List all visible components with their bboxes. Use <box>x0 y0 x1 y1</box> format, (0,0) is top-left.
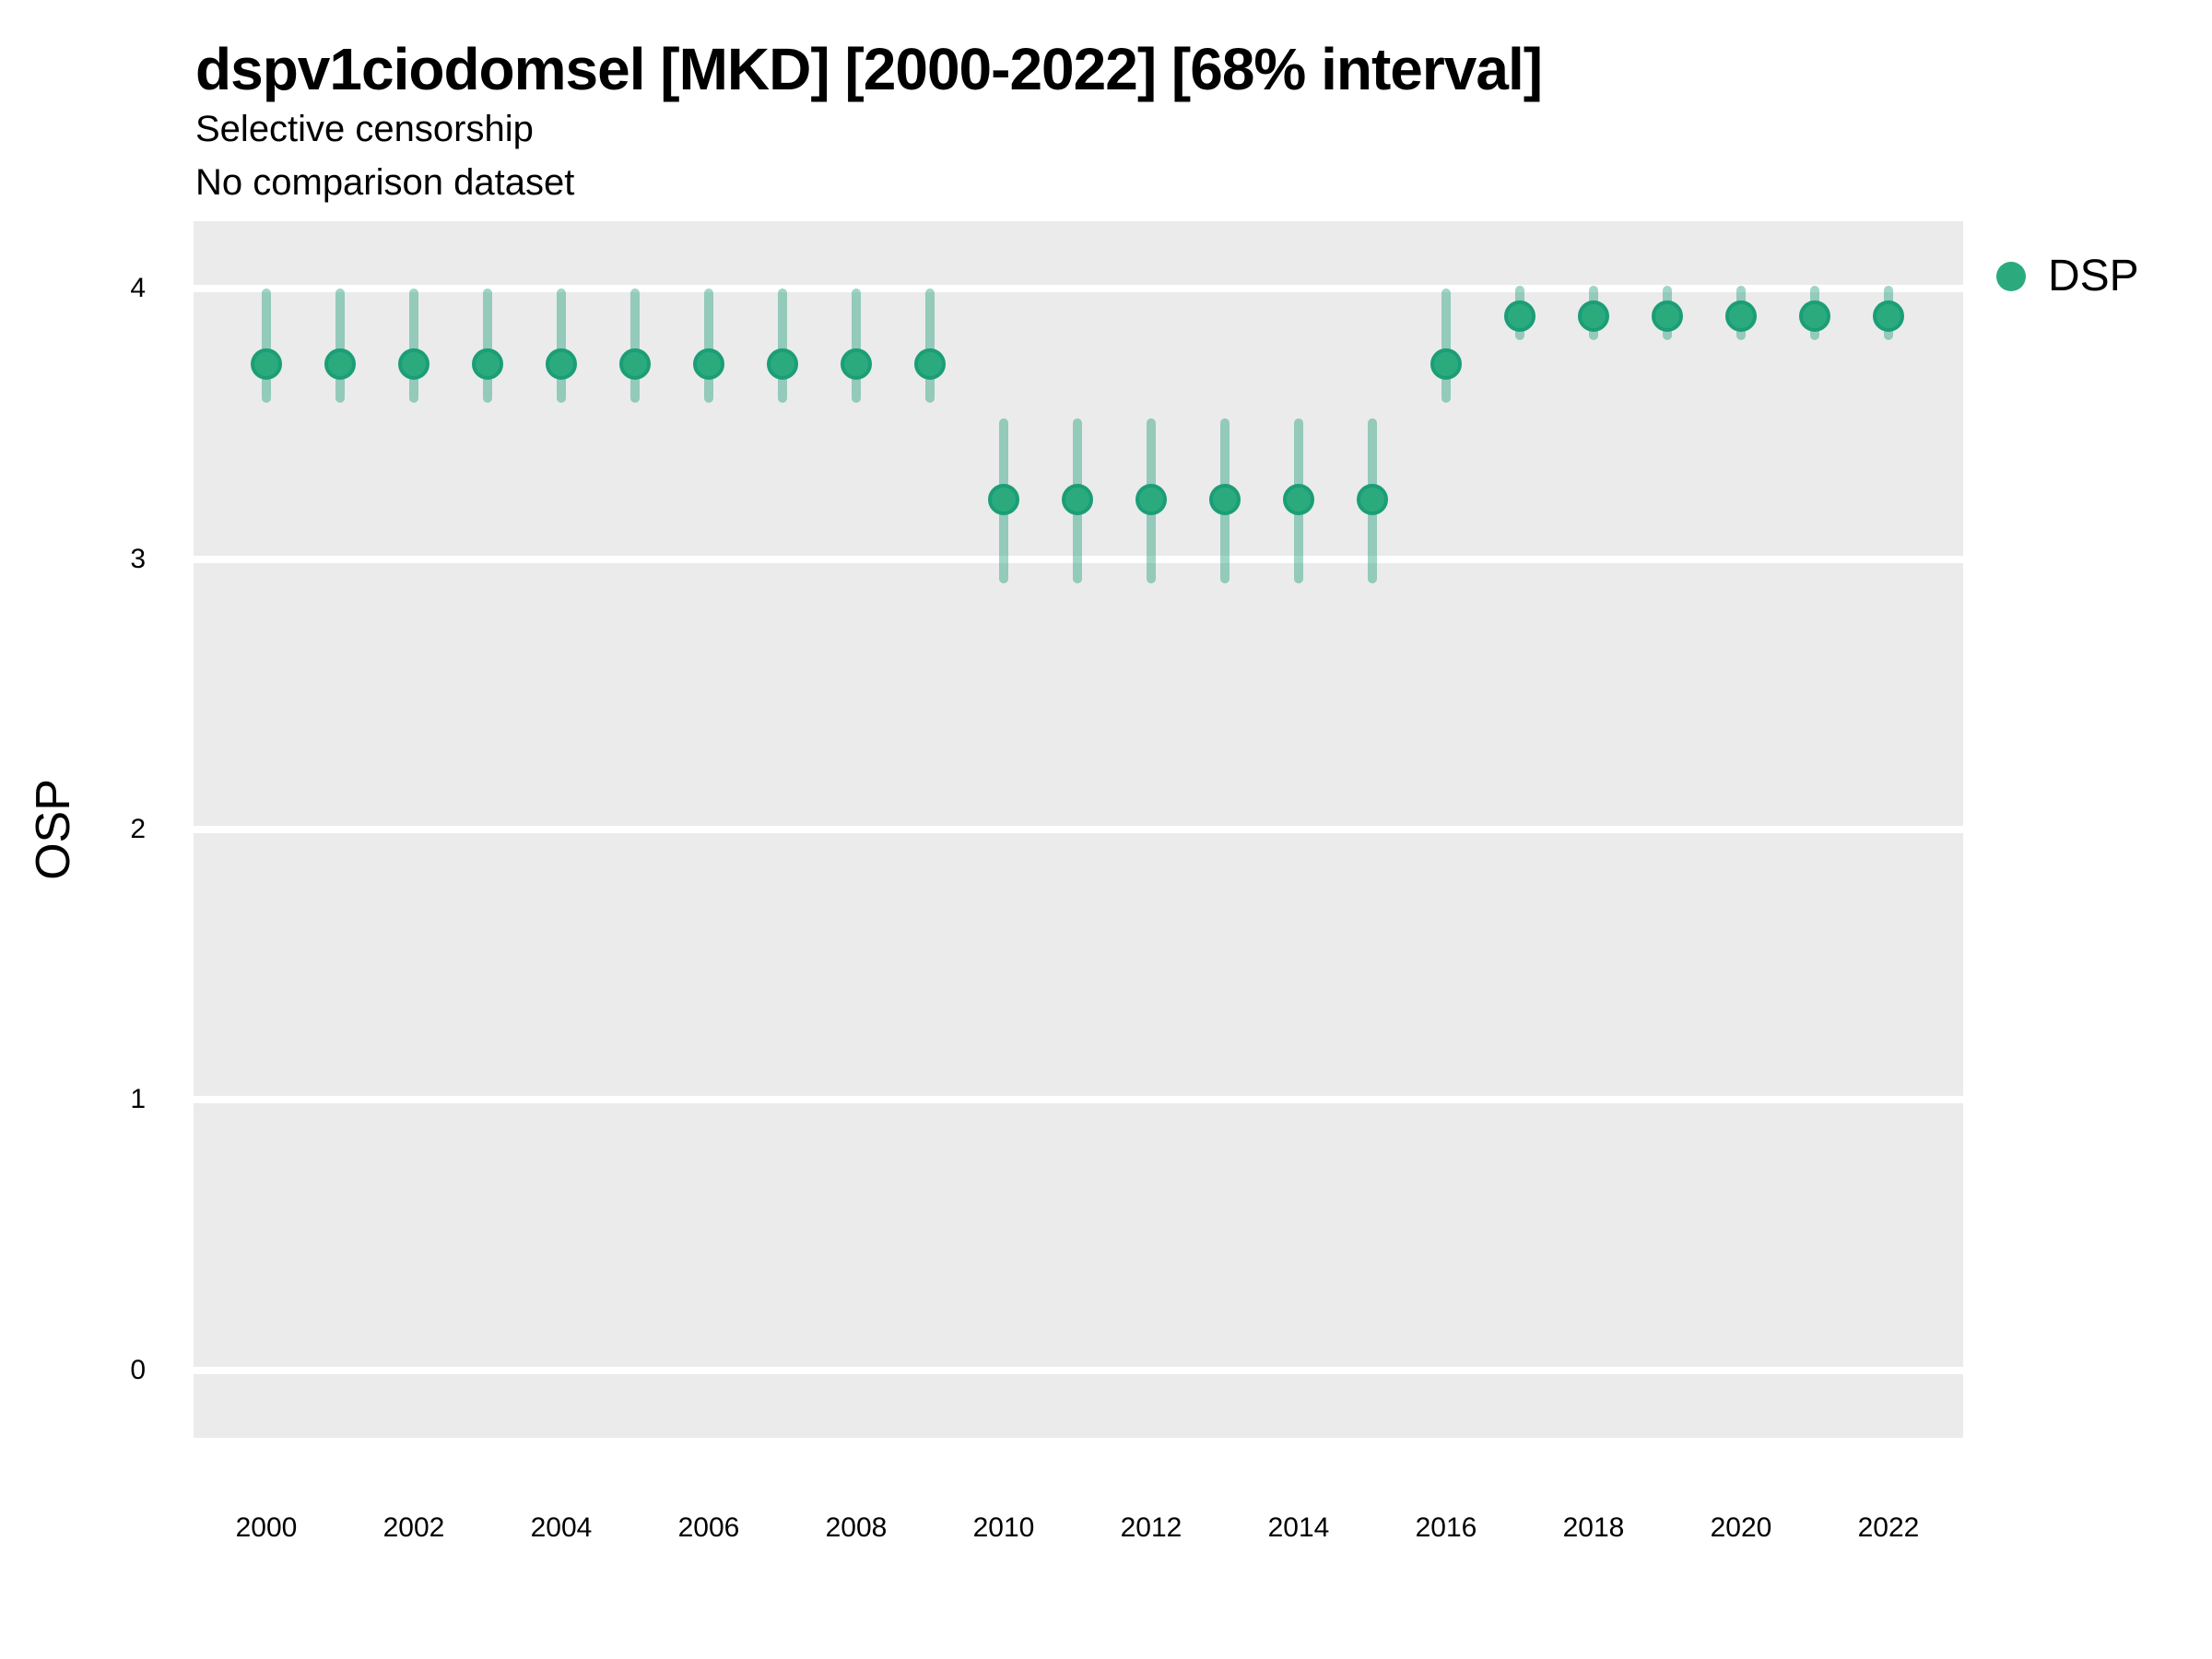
x-tick-label-2000: 2000 <box>235 1512 298 1543</box>
point-dot-2014 <box>1283 484 1314 516</box>
x-tick-label-2008: 2008 <box>825 1512 888 1543</box>
x-tick-label-2016: 2016 <box>1415 1512 1477 1543</box>
x-tick-label-2022: 2022 <box>1857 1512 1920 1543</box>
point-dot-2017 <box>1504 300 1535 332</box>
interval-bar-2007 <box>778 288 787 403</box>
interval-bar-2004 <box>557 288 566 403</box>
interval-bar-2006 <box>704 288 713 403</box>
interval-bar-2003 <box>483 288 492 403</box>
point-dot-2013 <box>1209 484 1241 516</box>
y-tick-label-0: 0 <box>130 1354 146 1385</box>
point-dot-2010 <box>988 484 1019 516</box>
x-tick-label-2010: 2010 <box>972 1512 1035 1543</box>
point-dot-2007 <box>767 348 798 381</box>
point-dot-2019 <box>1652 300 1683 332</box>
interval-bar-2016 <box>1441 288 1451 403</box>
interval-bar-2008 <box>852 288 861 403</box>
legend-point-icon <box>1996 262 2026 291</box>
point-dot-2006 <box>693 348 724 381</box>
interval-bar-2005 <box>630 288 640 403</box>
gridline-y-2 <box>194 826 1963 833</box>
point-dot-2004 <box>546 348 577 381</box>
point-dot-2000 <box>251 348 282 381</box>
interval-bar-2001 <box>335 288 345 403</box>
gridline-y-4 <box>194 285 1963 293</box>
gridline-y-0 <box>194 1366 1963 1374</box>
x-tick-label-2018: 2018 <box>1562 1512 1625 1543</box>
x-tick-label-2014: 2014 <box>1267 1512 1330 1543</box>
y-tick-label-3: 3 <box>130 543 146 574</box>
point-dot-2002 <box>398 348 429 381</box>
gridline-y-1 <box>194 1096 1963 1104</box>
point-dot-2001 <box>324 348 356 381</box>
point-dot-2003 <box>472 348 503 381</box>
gridline-y-3 <box>194 555 1963 563</box>
point-dot-2011 <box>1062 484 1093 516</box>
point-dot-2020 <box>1725 300 1757 332</box>
x-tick-label-2006: 2006 <box>677 1512 740 1543</box>
chart-subtitle: Selective censorship <box>195 109 534 149</box>
point-dot-2008 <box>841 348 872 381</box>
legend: DSP <box>1996 251 2208 302</box>
point-dot-2021 <box>1799 300 1830 332</box>
point-dot-2005 <box>619 348 651 381</box>
point-dot-2012 <box>1135 484 1167 516</box>
x-tick-label-2004: 2004 <box>530 1512 593 1543</box>
chart-subtitle-line2: No comparison dataset <box>195 162 575 203</box>
point-dot-2022 <box>1873 300 1904 332</box>
chart-title: dspv1ciodomsel [MKD] [2000-2022] [68% in… <box>195 36 1543 102</box>
interval-bar-2009 <box>925 288 935 403</box>
interval-bar-2002 <box>409 288 418 403</box>
interval-bar-2000 <box>262 288 271 403</box>
x-tick-label-2002: 2002 <box>382 1512 445 1543</box>
legend-label: DSP <box>2048 252 2139 300</box>
point-dot-2018 <box>1578 300 1609 332</box>
point-dot-2015 <box>1357 484 1388 516</box>
x-tick-label-2020: 2020 <box>1710 1512 1772 1543</box>
y-tick-label-2: 2 <box>130 814 146 844</box>
point-dot-2016 <box>1430 348 1462 381</box>
point-dot-2009 <box>914 348 946 381</box>
y-tick-label-4: 4 <box>130 273 146 304</box>
y-tick-label-1: 1 <box>130 1084 146 1115</box>
x-tick-label-2012: 2012 <box>1120 1512 1182 1543</box>
